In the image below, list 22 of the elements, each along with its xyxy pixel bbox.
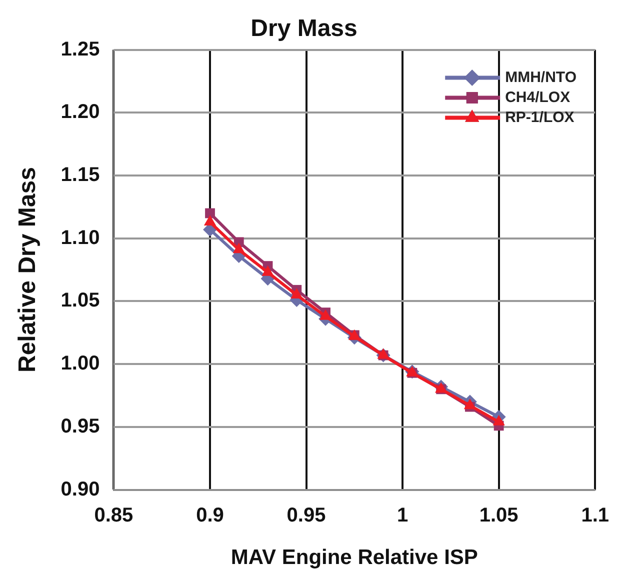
x-tick-label: 0.85 bbox=[94, 504, 134, 526]
x-tick-label: 0.95 bbox=[286, 504, 326, 526]
y-tick-label: 1.15 bbox=[60, 164, 100, 186]
y-axis-title: Relative Dry Mass bbox=[14, 167, 42, 373]
x-tick-label: 0.9 bbox=[196, 504, 224, 526]
x-tick-label: 1 bbox=[396, 504, 408, 526]
y-tick-label: 0.90 bbox=[60, 478, 100, 500]
x-tick-label: 1.1 bbox=[581, 504, 610, 526]
y-tick-label: 0.95 bbox=[60, 415, 100, 438]
y-tick-label: 1.05 bbox=[60, 290, 100, 312]
y-tick-label: 1.20 bbox=[60, 101, 100, 124]
y-tick-label: 1.25 bbox=[60, 38, 100, 60]
point bbox=[205, 208, 215, 218]
point bbox=[204, 215, 216, 226]
chart-title: Dry Mass bbox=[250, 15, 358, 42]
legend-label: CH4/LOX bbox=[505, 88, 570, 106]
x-axis-title: MAV Engine Relative ISP bbox=[230, 546, 478, 570]
y-tick-label: 1.10 bbox=[60, 226, 100, 249]
x-tick-label: 1.05 bbox=[479, 504, 518, 526]
legend-label: MMH/NTO bbox=[505, 68, 577, 86]
y-tick-label: 1.00 bbox=[60, 352, 100, 375]
legend-label: RP-1/LOX bbox=[505, 108, 574, 126]
